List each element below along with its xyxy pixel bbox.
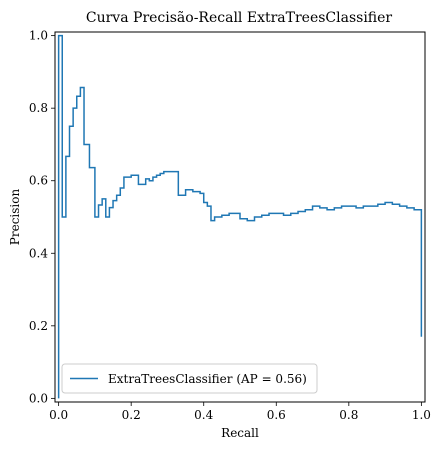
y-tick-label: 0.8 <box>29 101 48 115</box>
y-tick-label: 0.2 <box>29 319 48 333</box>
legend-entry-label: ExtraTreesClassifier (AP = 0.56) <box>108 372 307 386</box>
y-tick-label: 0.6 <box>29 174 48 188</box>
x-axis-ticks: 0.0 0.2 0.4 0.6 0.8 1.0 <box>49 402 431 422</box>
x-tick-label: 0.6 <box>267 408 286 422</box>
legend: ExtraTreesClassifier (AP = 0.56) <box>61 363 318 394</box>
data-layer <box>57 34 423 399</box>
pr-curve-line <box>57 34 423 399</box>
legend-box <box>61 363 318 394</box>
chart-title: Curva Precisão-Recall ExtraTreesClassifi… <box>86 10 393 26</box>
x-tick-label: 0.4 <box>194 408 213 422</box>
y-tick-label: 0.4 <box>29 246 48 260</box>
y-tick-label: 1.0 <box>29 29 48 43</box>
x-tick-label: 1.0 <box>412 408 431 422</box>
y-axis-label: Precision <box>8 189 22 246</box>
y-tick-label: 0.0 <box>29 391 48 405</box>
x-tick-label: 0.2 <box>122 408 141 422</box>
y-axis-ticks: 0.0 0.2 0.4 0.6 0.8 1.0 <box>29 29 55 405</box>
x-tick-label: 0.0 <box>49 408 68 422</box>
x-axis-label: Recall <box>221 426 259 440</box>
plot-frame <box>54 31 426 403</box>
x-tick-label: 0.8 <box>339 408 358 422</box>
